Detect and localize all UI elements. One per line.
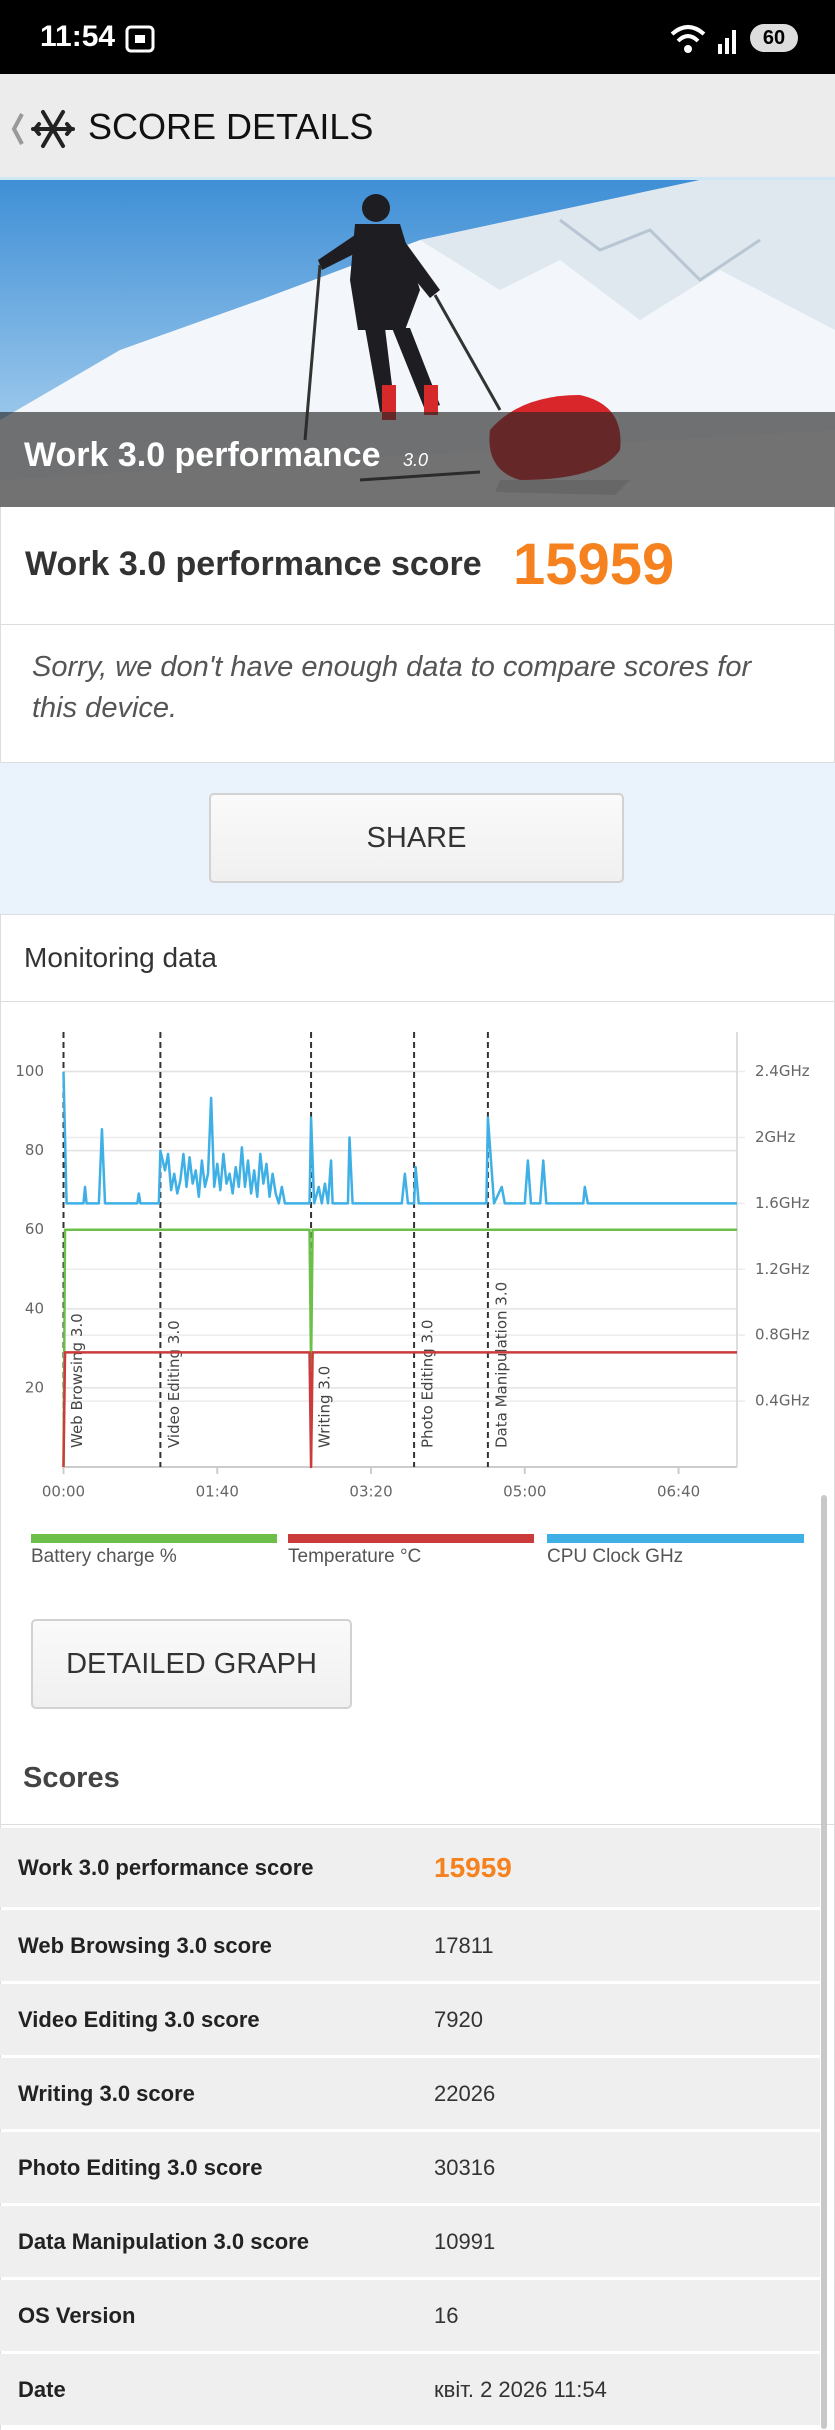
row-label: Web Browsing 3.0 score <box>18 1932 272 1958</box>
series-line <box>62 1351 737 1469</box>
row-value: 15959 <box>434 1851 512 1883</box>
row-value: 10991 <box>434 2228 496 2254</box>
event-label: Web Browsing 3.0 <box>68 1313 86 1448</box>
x-tick-label: 05:00 <box>503 1483 546 1501</box>
score-row: Web Browsing 3.0 score 17811 <box>0 1910 820 1981</box>
y2-tick-label: 0.4GHz <box>755 1392 810 1410</box>
y-tick-label: 100 <box>15 1062 44 1080</box>
row-label: Writing 3.0 score <box>18 2080 195 2106</box>
y2-tick-label: 1.6GHz <box>755 1194 810 1212</box>
score-row: Photo Editing 3.0 score 30316 <box>0 2132 820 2203</box>
comparison-note: Sorry, we don't have enough data to comp… <box>32 651 752 724</box>
hero-version: 3.0 <box>403 450 429 470</box>
score-label: Work 3.0 performance score <box>25 545 482 583</box>
legend-swatch <box>31 1534 277 1543</box>
row-label: Date <box>18 2376 66 2402</box>
x-tick-label: 00:00 <box>42 1483 85 1501</box>
row-value: квіт. 2 2026 11:54 <box>434 2376 607 2402</box>
score-row: Data Manipulation 3.0 score 10991 <box>0 2206 820 2277</box>
legend-label: Temperature °C <box>288 1546 421 1567</box>
score-row: Writing 3.0 score 22026 <box>0 2058 820 2129</box>
status-bar: 11:54 60 <box>0 0 835 74</box>
detailed-graph-button[interactable]: DETAILED GRAPH <box>31 1619 352 1709</box>
series-line <box>62 1228 737 1468</box>
scores-title: Scores <box>23 1762 120 1794</box>
event-label: Data Manipulation 3.0 <box>492 1282 510 1448</box>
x-tick-label: 06:40 <box>657 1483 700 1501</box>
series-line <box>62 1071 737 1205</box>
row-label: Video Editing 3.0 score <box>18 2006 260 2032</box>
monitoring-chart: 20 40 60 80 100 0.4GHz 0.8GHz 1.2GHz 1.6GHz 2GHz 2… <box>15 1032 810 1567</box>
row-label: Photo Editing 3.0 score <box>18 2154 263 2180</box>
score-row: OS Version 16 <box>0 2280 820 2351</box>
hero-title: Work 3.0 performance <box>24 436 381 474</box>
clock: 11:54 <box>40 20 116 53</box>
y-tick-label: 60 <box>25 1220 44 1238</box>
score-row: Video Editing 3.0 score 7920 <box>0 1984 820 2055</box>
hero-image <box>0 180 835 507</box>
divider <box>1 624 834 625</box>
score-value: 15959 <box>513 532 675 597</box>
y-tick-label: 20 <box>25 1378 44 1396</box>
row-value: 16 <box>434 2302 459 2328</box>
screenshot-icon <box>125 25 155 53</box>
row-value: 17811 <box>434 1932 494 1958</box>
row-label: Work 3.0 performance score <box>18 1854 314 1880</box>
legend-label: Battery charge % <box>31 1546 177 1567</box>
row-value: 22026 <box>434 2080 496 2106</box>
y-tick-label: 80 <box>25 1141 44 1159</box>
battery-indicator: 60 <box>750 24 798 52</box>
score-row: Date квіт. 2 2026 11:54 <box>0 2354 820 2425</box>
event-label: Writing 3.0 <box>316 1366 334 1448</box>
share-button[interactable]: SHARE <box>209 793 624 883</box>
row-value: 7920 <box>434 2006 483 2032</box>
divider <box>1 1001 834 1002</box>
y2-tick-label: 2.4GHz <box>755 1062 810 1080</box>
event-label: Photo Editing 3.0 <box>419 1320 437 1448</box>
x-tick-label: 01:40 <box>196 1483 239 1501</box>
signal-icons <box>670 25 736 54</box>
share-area: SHARE <box>0 763 835 914</box>
divider <box>0 1824 835 1825</box>
score-card: Work 3.0 performance score 15959 Sorry, … <box>0 507 835 763</box>
x-tick-label: 03:20 <box>349 1483 392 1501</box>
event-label: Video Editing 3.0 <box>165 1320 183 1448</box>
row-value: 30316 <box>434 2154 496 2180</box>
legend-swatch <box>288 1534 534 1543</box>
legend-swatch <box>547 1534 804 1543</box>
scrollbar <box>821 1495 827 2429</box>
back-button[interactable] <box>8 104 80 154</box>
monitoring-title: Monitoring data <box>24 942 218 973</box>
y2-tick-label: 1.2GHz <box>755 1260 810 1278</box>
page-title: SCORE DETAILS <box>88 106 374 147</box>
app-bar: SCORE DETAILS <box>0 74 835 180</box>
hero-banner: Work 3.0 performance 3.0 <box>0 180 835 507</box>
row-label: OS Version <box>18 2302 136 2328</box>
row-label: Data Manipulation 3.0 score <box>18 2228 309 2254</box>
y2-tick-label: 2GHz <box>755 1128 795 1146</box>
legend-label: CPU Clock GHz <box>547 1546 683 1567</box>
y-tick-label: 40 <box>25 1299 44 1317</box>
y2-tick-label: 0.8GHz <box>755 1326 810 1344</box>
score-row: Work 3.0 performance score 15959 <box>0 1828 820 1907</box>
